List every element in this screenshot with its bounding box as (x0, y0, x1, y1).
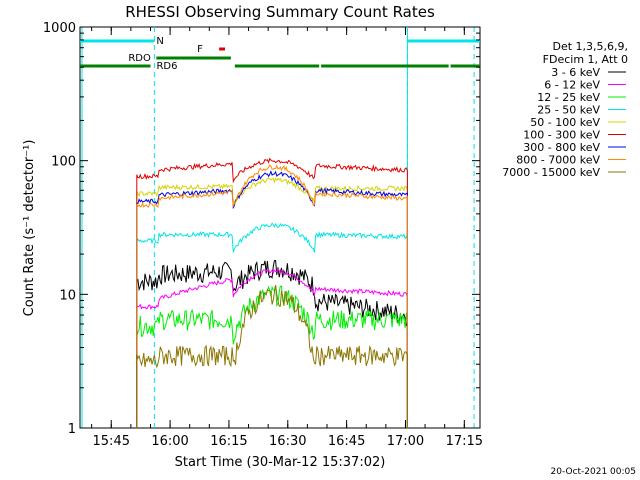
series-line (136, 285, 408, 428)
legend-label: 300 - 800 keV (523, 141, 600, 154)
legend-label: 7000 - 15000 keV (502, 166, 600, 179)
legend-header: FDecim 1, Att 0 (543, 53, 628, 66)
series-line (136, 285, 408, 428)
legend-label: 50 - 100 keV (530, 116, 600, 129)
series-line (136, 222, 408, 428)
timestamp: 20-Oct-2021 00:05 (551, 467, 636, 477)
flag-label-rd6: RD6 (156, 61, 177, 72)
x-axis-label: Start Time (30-Mar-12 15:37:02) (175, 455, 386, 470)
x-tick-label: 16:45 (328, 434, 365, 449)
y-axis-label: Count Rate (s⁻¹ detector⁻¹) (22, 140, 37, 317)
x-tick-label: 17:00 (387, 434, 424, 449)
y-axis: 1 10 100 1000 (43, 21, 480, 437)
legend-label: 3 - 6 keV (551, 66, 600, 79)
legend-label: 25 - 50 keV (537, 104, 600, 117)
legend-label: 6 - 12 keV (544, 79, 600, 92)
series-line (136, 164, 408, 428)
legend-label: 100 - 300 keV (523, 129, 600, 142)
y-tick-label: 1 (68, 422, 76, 437)
y-tick-label: 10 (59, 288, 76, 303)
x-tick-label: 16:15 (210, 434, 247, 449)
series-line (136, 259, 408, 428)
series-line (136, 157, 408, 428)
legend-header: Det 1,3,5,6,9, (552, 40, 628, 53)
plot-area: N F RDO RD6 (79, 26, 481, 429)
y-tick-label: 100 (51, 155, 76, 170)
y-tick-label: 1000 (43, 21, 76, 36)
x-tick-label: 17:15 (446, 434, 483, 449)
legend: Det 1,3,5,6,9,FDecim 1, Att 03 - 6 keV6 … (502, 40, 628, 179)
plot-frame (79, 26, 481, 429)
x-tick-label: 16:00 (151, 434, 188, 449)
series-line (136, 267, 408, 428)
legend-label: 800 - 7000 keV (516, 154, 600, 167)
x-tick-label: 15:45 (93, 434, 130, 449)
flag-label-rdo: RDO (128, 53, 151, 64)
flag-label-n: N (156, 36, 163, 47)
flag-label-f: F (197, 44, 203, 55)
x-axis: 15:45 16:00 16:15 16:30 16:45 17:00 17:15 (91, 27, 483, 449)
legend-label: 12 - 25 keV (537, 91, 600, 104)
series-line (136, 177, 408, 428)
x-tick-label: 16:30 (269, 434, 306, 449)
chart-title: RHESSI Observing Summary Count Rates (125, 3, 435, 21)
